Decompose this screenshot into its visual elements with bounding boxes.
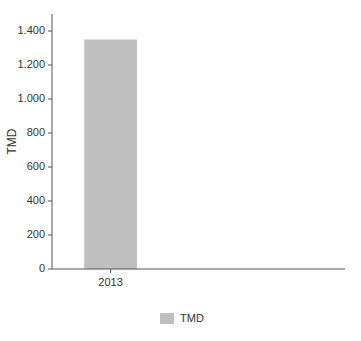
- y-tick-label: 1.000: [17, 92, 45, 104]
- y-tick: [48, 167, 52, 168]
- x-tick: [110, 269, 111, 273]
- x-tick-label: 2013: [98, 276, 122, 288]
- y-tick-label: 600: [27, 160, 45, 172]
- y-axis: [52, 14, 53, 269]
- chart: 0 200 400 600 800 1.000 1.200 1.400 2013 TMD TMD: [0, 0, 361, 341]
- x-axis: [52, 269, 345, 270]
- y-tick-label: 800: [27, 126, 45, 138]
- bars: [84, 40, 137, 270]
- y-tick-label: 1.200: [17, 58, 45, 70]
- y-tick: [48, 65, 52, 66]
- y-tick-label: 0: [39, 262, 45, 274]
- y-tick: [48, 201, 52, 202]
- y-tick: [48, 235, 52, 236]
- legend-label: TMD: [180, 312, 204, 324]
- y-tick-label: 200: [27, 228, 45, 240]
- y-tick: [48, 133, 52, 134]
- y-tick: [48, 31, 52, 32]
- legend-swatch: [160, 313, 174, 324]
- y-tick-label: 400: [27, 194, 45, 206]
- y-tick: [48, 99, 52, 100]
- y-tick: [48, 269, 52, 270]
- legend: TMD: [160, 312, 204, 324]
- y-axis-label: TMD: [5, 128, 19, 154]
- bar: [84, 40, 137, 270]
- y-tick-label: 1.400: [17, 24, 45, 36]
